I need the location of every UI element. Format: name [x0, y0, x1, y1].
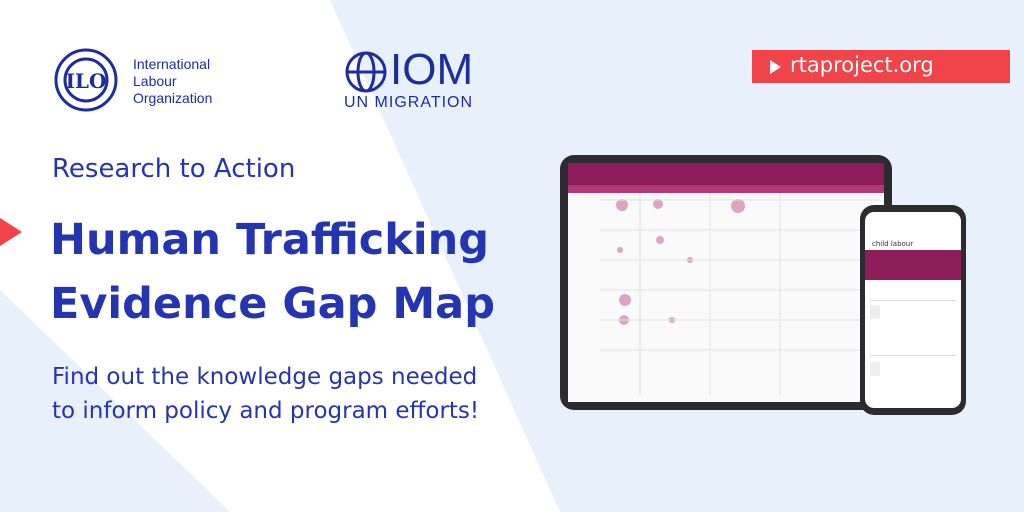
- tablet: [560, 155, 892, 410]
- iom-emblem: [345, 51, 387, 93]
- phone-search: child labour: [872, 240, 914, 248]
- title: Human Trafficking Evidence Gap Map: [50, 208, 495, 336]
- iom-sub: UN MIGRATION: [344, 94, 474, 111]
- kicker: Research to Action: [52, 154, 296, 184]
- svg-text:ILO: ILO: [66, 69, 107, 93]
- link: rtaproject.org: [790, 53, 934, 77]
- ilo-name: International Labour Organization: [133, 56, 212, 107]
- link-banner: [752, 50, 1010, 83]
- ilo-line: International: [133, 56, 211, 72]
- title-line: Evidence Gap Map: [50, 279, 495, 329]
- iom-name: IOM: [390, 45, 474, 94]
- ilo-emblem: ILO: [54, 48, 118, 112]
- ilo-line: Organization: [133, 90, 213, 106]
- bg-shape: [0, 290, 230, 512]
- phone: [860, 205, 966, 415]
- play-icon: [770, 60, 781, 74]
- body-line: to inform policy and program efforts!: [52, 398, 480, 424]
- ilo-line: Labour: [133, 73, 177, 89]
- title-line: Human Trafficking: [50, 215, 490, 265]
- body-line: Find out the knowledge gaps needed: [52, 364, 478, 390]
- arrow: [0, 218, 22, 246]
- body: Find out the knowledge gaps needed to in…: [52, 360, 479, 428]
